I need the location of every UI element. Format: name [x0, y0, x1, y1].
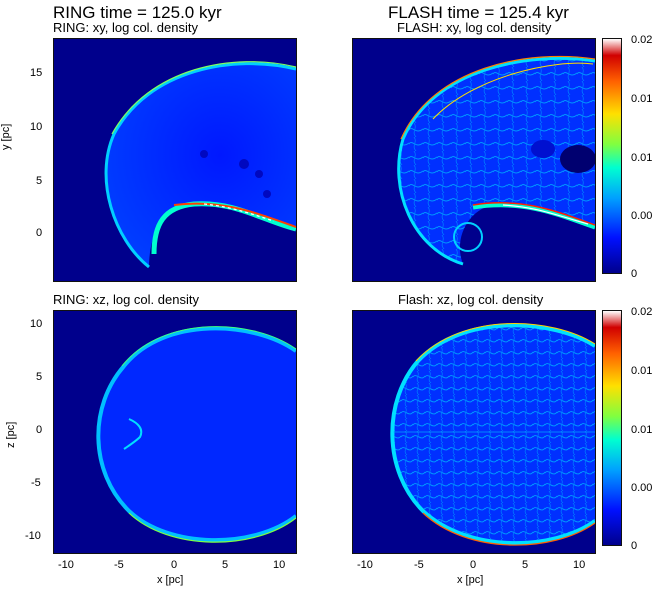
- colorbar-top: [602, 38, 622, 274]
- y-axis-label: y [pc]: [0, 123, 12, 150]
- cbar-bottom-tick: 0.01: [631, 365, 653, 377]
- y-tick-label: 0: [36, 227, 43, 239]
- x-tick-label: 0: [171, 559, 178, 571]
- z-tick-label: 0: [36, 424, 43, 436]
- colorbar-bottom: [602, 310, 622, 546]
- y-tick-label: 15: [30, 67, 43, 79]
- cbar-top-tick: 0.00: [631, 210, 653, 222]
- y-tick-label: 5: [36, 175, 43, 187]
- z-tick-label: 10: [30, 318, 43, 330]
- x-axis-label-right: x [pc]: [457, 574, 484, 586]
- x-tick-label: 10: [573, 559, 586, 571]
- z-tick-label: -10: [25, 530, 41, 542]
- cbar-bottom-tick: 0.00: [631, 482, 653, 494]
- cbar-bottom-tick: 0.02: [631, 306, 653, 318]
- cbar-top-tick: 0.01: [631, 93, 653, 105]
- z-axis-label: z [pc]: [5, 421, 17, 448]
- y-tick-label: 10: [30, 121, 43, 133]
- z-tick-label: -5: [31, 477, 41, 489]
- ring-time-title: RING time = 125.0 kyr: [53, 3, 222, 22]
- x-axis-label-left: x [pc]: [157, 574, 184, 586]
- x-tick-label: 10: [273, 559, 286, 571]
- x-tick-label: 5: [522, 559, 529, 571]
- x-tick-label: -5: [114, 559, 124, 571]
- ring-xz-title: RING: xz, log col. density: [53, 292, 199, 307]
- flash-xy-title: FLASH: xy, log col. density: [397, 20, 552, 35]
- ring-xy-panel: [53, 38, 297, 282]
- cbar-bottom-tick: 0.01: [631, 424, 653, 436]
- cbar-top-tick: 0.02: [631, 34, 653, 46]
- x-tick-label: -10: [58, 559, 74, 571]
- cbar-top-tick: 0.01: [631, 152, 653, 164]
- cbar-top-tick: 0: [631, 268, 638, 280]
- z-tick-label: 5: [36, 371, 43, 383]
- cbar-bottom-tick: 0: [631, 540, 638, 552]
- flash-time-title: FLASH time = 125.4 kyr: [388, 3, 569, 22]
- flash-xy-panel: [352, 38, 596, 282]
- ring-xy-title: RING: xy, log col. density: [53, 20, 198, 35]
- flash-xz-panel: [352, 310, 596, 554]
- x-tick-label: 5: [222, 559, 229, 571]
- x-tick-label: 0: [470, 559, 477, 571]
- ring-xz-panel: [53, 310, 297, 554]
- x-tick-label: -10: [357, 559, 373, 571]
- flash-xz-title: Flash: xz, log col. density: [398, 292, 544, 307]
- x-tick-label: -5: [414, 559, 424, 571]
